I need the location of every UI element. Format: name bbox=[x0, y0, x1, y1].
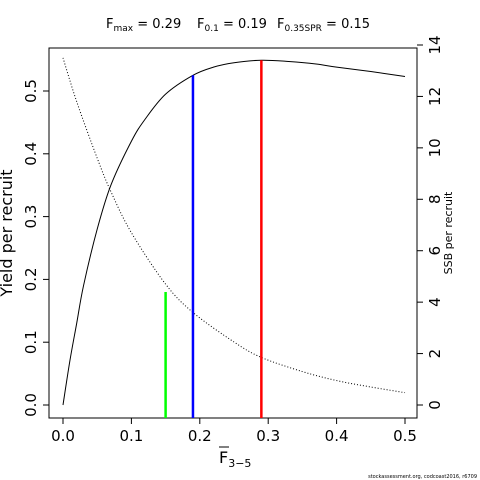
y-left-tick-label: 0.1 bbox=[22, 330, 40, 354]
x-tick-label: 0.2 bbox=[188, 427, 212, 445]
ssb-per-recruit-line bbox=[62, 57, 406, 394]
plot-frame bbox=[48, 47, 418, 419]
y-right-tick-label: 12 bbox=[426, 87, 444, 106]
y-left-axis-title: Yield per recruit bbox=[0, 169, 16, 297]
reference-lines bbox=[164, 60, 263, 418]
f01-label: F0.1 = 0.19 bbox=[197, 17, 267, 34]
y-right-tick-label: 4 bbox=[426, 297, 444, 307]
x-tick-label: 0.3 bbox=[256, 427, 280, 445]
y-right-tick-label: 14 bbox=[426, 35, 444, 54]
y-left-tick-label: 0.2 bbox=[22, 267, 40, 291]
x-tick-label: 0.5 bbox=[393, 427, 417, 445]
x-axis-title: F3−5 bbox=[219, 448, 251, 470]
yield-per-recruit-line bbox=[62, 59, 406, 406]
y-left-tick-label: 0.3 bbox=[22, 205, 40, 229]
x-tick-label: 0.1 bbox=[119, 427, 143, 445]
y-right-tick-label: 6 bbox=[426, 246, 444, 256]
y-right-tick-label: 8 bbox=[426, 195, 444, 205]
f035spr-label: F0.35SPR = 0.15 bbox=[277, 17, 370, 34]
y-left-tick-label: 0.4 bbox=[22, 142, 40, 166]
y-left-tick-label: 0.0 bbox=[22, 393, 40, 417]
y-axis-left: 0.0 0.1 0.2 0.3 0.4 0.5 bbox=[22, 79, 49, 417]
y-right-tick-label: 2 bbox=[426, 349, 444, 359]
y-right-tick-label: 10 bbox=[426, 138, 444, 157]
y-right-tick-label: 0 bbox=[426, 400, 444, 410]
y-right-axis-title: SSB per recruit bbox=[442, 191, 455, 274]
footer-credit: stockassessment.org, codcoast2016, r6709 bbox=[368, 474, 477, 480]
x-axis: 0.0 0.1 0.2 0.3 0.4 0.5 bbox=[51, 418, 417, 445]
fmax-label: Fmax = 0.29 bbox=[106, 17, 181, 34]
x-tick-label: 0.0 bbox=[51, 427, 75, 445]
y-left-tick-label: 0.5 bbox=[22, 79, 40, 103]
y-axis-right: 0 2 4 6 8 10 12 14 bbox=[417, 35, 444, 410]
series-layer bbox=[62, 57, 406, 406]
x-tick-label: 0.4 bbox=[325, 427, 349, 445]
